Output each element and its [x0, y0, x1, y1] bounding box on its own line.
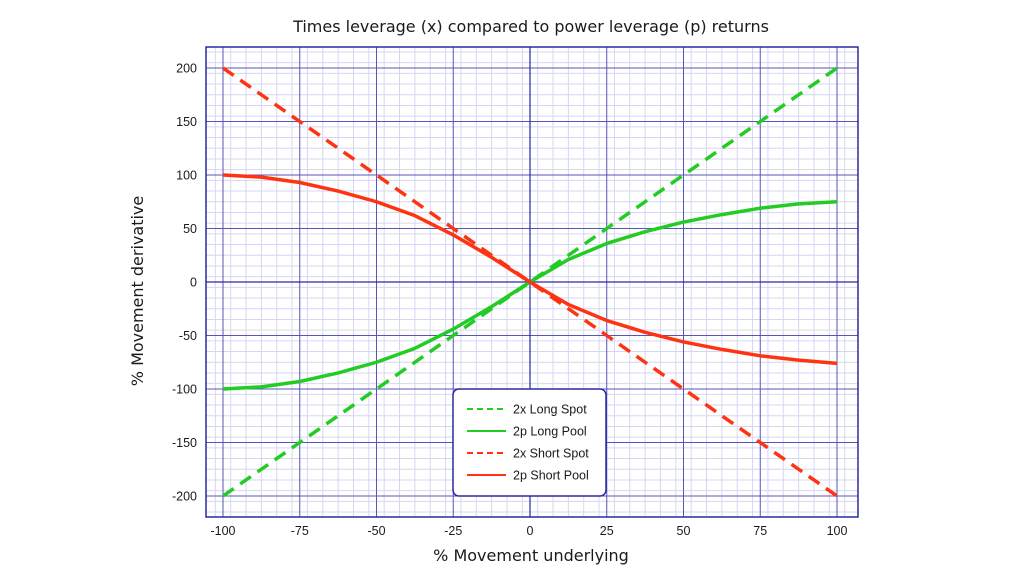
y-tick-label: 100 [176, 169, 197, 183]
x-tick-label: -50 [367, 524, 385, 538]
x-axis-label: % Movement underlying [433, 546, 629, 565]
legend-box [452, 388, 607, 497]
plot-area-border [205, 46, 859, 518]
y-axis-ticks: 200 150 100 50 0 -50 -100 -150 -200 [172, 62, 197, 504]
x-tick-label: -25 [444, 524, 462, 538]
x-tick-label: 50 [677, 524, 691, 538]
x-tick-label: 25 [600, 524, 614, 538]
legend-label: 2p Long Pool [513, 425, 587, 439]
x-tick-label: -100 [210, 524, 235, 538]
y-tick-label: 0 [190, 276, 197, 290]
y-tick-label: -100 [172, 383, 197, 397]
x-tick-label: 100 [827, 524, 848, 538]
x-tick-label: 0 [527, 524, 534, 538]
y-tick-label: -150 [172, 436, 197, 450]
y-tick-label: 50 [183, 222, 197, 236]
y-axis-label: % Movement derivative [128, 196, 147, 386]
y-tick-label: 200 [176, 62, 197, 76]
chart-title: Times leverage (x) compared to power lev… [292, 17, 769, 36]
x-tick-label: -75 [291, 524, 309, 538]
y-tick-label: -200 [172, 490, 197, 504]
legend-label: 2p Short Pool [513, 469, 589, 483]
x-tick-label: 75 [753, 524, 767, 538]
y-tick-label: 150 [176, 115, 197, 129]
x-axis-ticks: -100 -75 -50 -25 0 25 50 75 100 [210, 524, 847, 538]
legend-label: 2x Short Spot [513, 447, 589, 461]
series-lines [221, 66, 839, 498]
series-line-2p-short-pool [222, 173, 838, 366]
y-tick-label: -50 [179, 329, 197, 343]
legend: 2x Long Spot 2p Long Pool 2x Short Spot 2p … [452, 388, 607, 497]
legend-label: 2x Long Spot [513, 403, 587, 417]
